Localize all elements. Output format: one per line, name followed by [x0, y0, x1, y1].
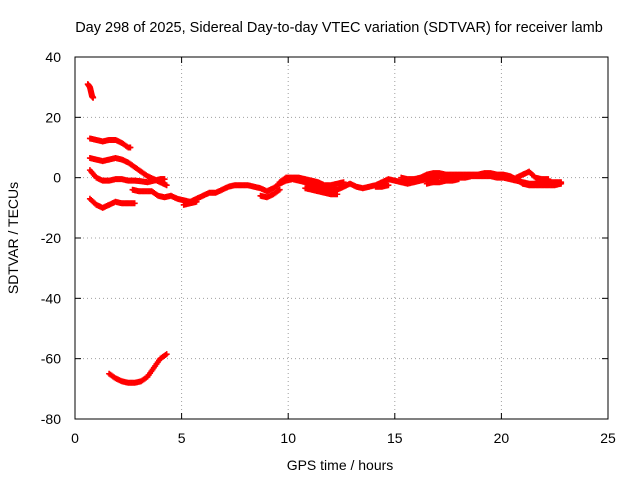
data-point — [558, 180, 565, 187]
data-point — [545, 176, 552, 183]
data-point — [385, 182, 392, 189]
y-tick-label: -60 — [41, 351, 61, 367]
data-point — [127, 144, 134, 151]
data-point — [334, 191, 341, 198]
y-tick-label: -20 — [41, 230, 61, 246]
axis-ticks: 0 5 10 15 20 25 -80 -60 -40 -20 0 20 40 — [41, 49, 616, 446]
y-tick-label: 0 — [53, 170, 61, 186]
data-point — [193, 198, 200, 205]
chart-title: Day 298 of 2025, Sidereal Day-to-day VTE… — [75, 20, 603, 36]
data-points — [84, 81, 565, 386]
data-point — [131, 200, 138, 207]
x-tick-label: 5 — [178, 430, 186, 446]
data-point — [340, 179, 347, 186]
data-point — [163, 351, 170, 358]
y-tick-label: -80 — [41, 411, 61, 427]
x-tick-label: 25 — [600, 430, 616, 446]
y-tick-label: 20 — [45, 109, 61, 125]
y-tick-label: 40 — [45, 49, 61, 65]
data-point — [276, 186, 283, 193]
x-tick-label: 15 — [387, 430, 403, 446]
y-axis-label: SDTVAR / TECUs — [5, 182, 21, 294]
x-axis-label: GPS time / hours — [287, 457, 394, 473]
x-tick-label: 10 — [280, 430, 296, 446]
y-tick-label: -40 — [41, 290, 61, 306]
x-tick-label: 0 — [71, 430, 79, 446]
x-tick-label: 20 — [494, 430, 510, 446]
data-point — [161, 176, 168, 183]
data-point — [90, 94, 97, 101]
data-point — [163, 182, 170, 189]
